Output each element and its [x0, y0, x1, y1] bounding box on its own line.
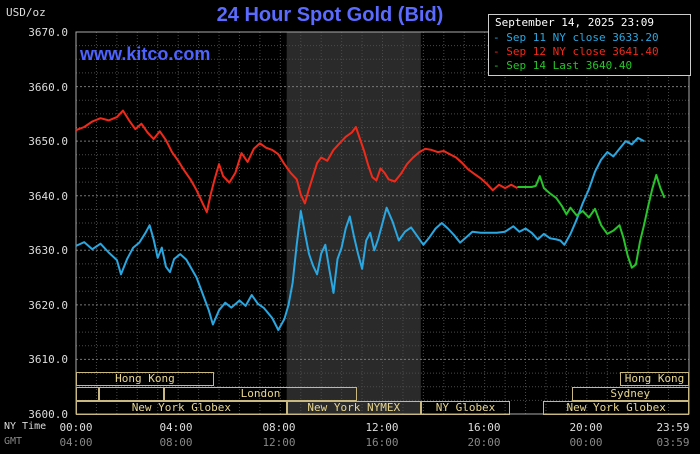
session-bar: Hong Kong — [620, 372, 689, 386]
session-bar: NY Globex — [420, 401, 511, 415]
x-tick-label: 00:00 — [59, 421, 93, 434]
session-bar — [98, 387, 165, 401]
nymex-session-shading — [286, 32, 421, 414]
x-tick-label: 08:00 — [262, 421, 296, 434]
x-tick-label: 04:00 — [59, 436, 93, 449]
x-tick-label: 00:00 — [569, 436, 603, 449]
y-tick-label: 3640.0 — [28, 190, 68, 203]
legend: September 14, 2025 23:09 - Sep 11 NY clo… — [488, 14, 691, 76]
ny-time-label: NY Time — [4, 421, 47, 432]
x-tick-label: 12:00 — [262, 436, 296, 449]
legend-label: Sep 12 NY close 3641.40 — [506, 45, 659, 58]
x-tick-label: 20:00 — [467, 436, 501, 449]
x-tick-label: 08:00 — [159, 436, 193, 449]
x-tick-label: 20:00 — [569, 421, 603, 434]
y-tick-label: 3650.0 — [28, 135, 68, 148]
series-line-sep12 — [75, 109, 518, 214]
legend-entry-sep12: - Sep 12 NY close 3641.40 — [493, 45, 659, 58]
y-tick-label: 3610.0 — [28, 353, 68, 366]
chart-title: 24 Hour Spot Gold (Bid) — [216, 4, 444, 26]
session-bar: New York NYMEX — [286, 401, 421, 415]
y-axis-unit: USD/oz — [6, 6, 46, 19]
series-line-sep11 — [75, 136, 645, 331]
session-bar — [76, 387, 99, 401]
y-tick-label: 3620.0 — [28, 299, 68, 312]
x-tick-label: 04:00 — [159, 421, 193, 434]
x-tick-label: 12:00 — [365, 421, 399, 434]
session-bar: New York Globex — [543, 401, 689, 415]
legend-date: September 14, 2025 23:09 — [495, 16, 654, 29]
x-tick-label: 16:00 — [467, 421, 501, 434]
session-bar: New York Globex — [76, 401, 287, 415]
legend-label: Sep 14 Last 3640.40 — [506, 59, 633, 72]
legend-label: Sep 11 NY close 3633.20 — [506, 31, 659, 44]
session-bar: Sydney — [571, 387, 689, 401]
y-tick-label: 3660.0 — [28, 81, 68, 94]
gmt-label: GMT — [4, 436, 23, 447]
y-tick-label: 3670.0 — [28, 26, 68, 39]
legend-entry-sep11: - Sep 11 NY close 3633.20 — [493, 31, 659, 44]
session-bar: Hong Kong — [76, 372, 214, 386]
series-line-sep14 — [517, 174, 666, 269]
y-tick-label: 3600.0 — [28, 408, 68, 421]
kitco-watermark: www.kitco.com — [80, 44, 211, 64]
session-bar: London — [164, 387, 357, 401]
legend-entry-sep14: - Sep 14 Last 3640.40 — [493, 59, 633, 72]
x-tick-label: 16:00 — [365, 436, 399, 449]
x-tick-label: 03:59 — [656, 436, 690, 449]
x-tick-label: 23:59 — [656, 421, 690, 434]
y-tick-label: 3630.0 — [28, 244, 68, 257]
